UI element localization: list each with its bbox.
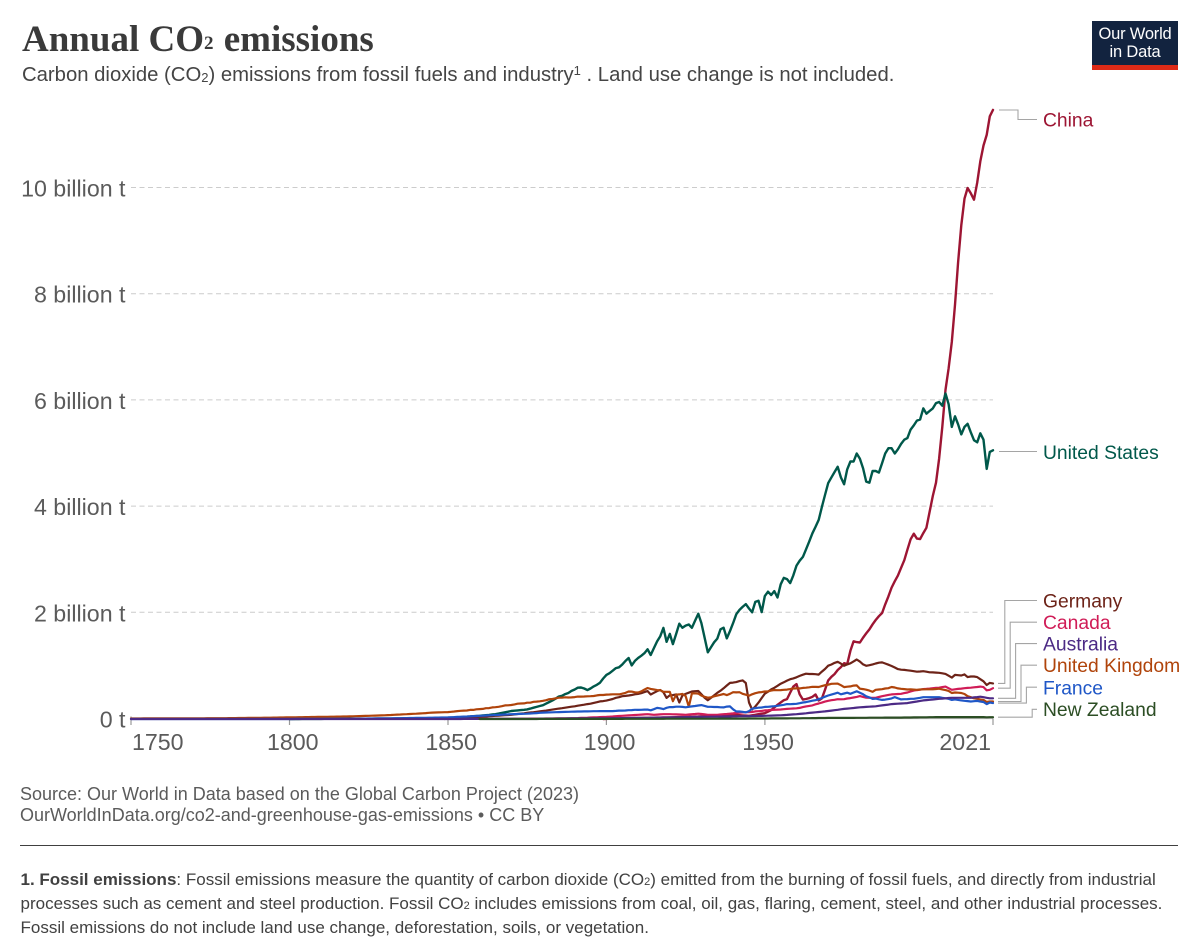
svg-text:United States: United States [1043,443,1159,464]
svg-text:10 billion t: 10 billion t [21,176,126,202]
svg-text:Canada: Canada [1043,613,1111,634]
svg-text:France: France [1043,678,1103,699]
svg-text:6 billion t: 6 billion t [34,388,126,414]
svg-text:8 billion t: 8 billion t [34,282,126,308]
svg-text:4 billion t: 4 billion t [34,494,126,520]
svg-text:0 t: 0 t [100,707,126,733]
svg-text:United Kingdom: United Kingdom [1043,656,1180,677]
svg-text:Germany: Germany [1043,591,1123,612]
svg-text:2 billion t: 2 billion t [34,600,126,626]
svg-text:1750: 1750 [132,729,184,755]
svg-text:2021: 2021 [939,729,991,755]
svg-text:New Zealand: New Zealand [1043,700,1157,721]
svg-text:1950: 1950 [742,729,794,755]
svg-text:Australia: Australia [1043,634,1118,655]
svg-text:1800: 1800 [267,729,319,755]
svg-text:China: China [1043,111,1094,132]
svg-text:1900: 1900 [584,729,636,755]
svg-text:1850: 1850 [425,729,477,755]
